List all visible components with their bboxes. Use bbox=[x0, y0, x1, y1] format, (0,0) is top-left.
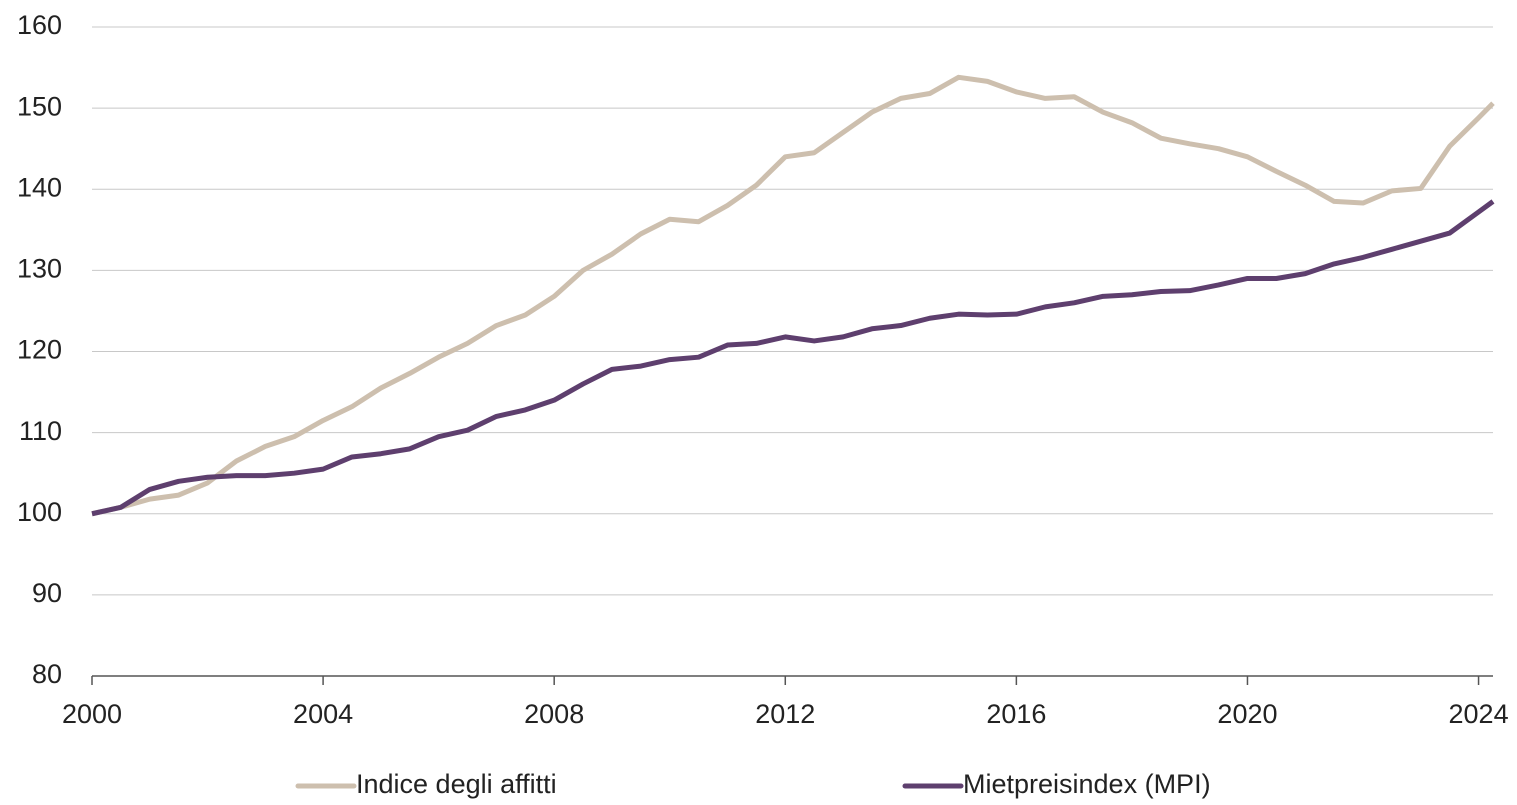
x-tick-label: 2004 bbox=[293, 699, 353, 729]
legend-label: Mietpreisindex (MPI) bbox=[963, 769, 1211, 799]
x-tick-label: 2000 bbox=[62, 699, 122, 729]
x-tick-label: 2012 bbox=[755, 699, 815, 729]
y-tick-label: 120 bbox=[17, 335, 62, 365]
x-tick-label: 2016 bbox=[986, 699, 1046, 729]
y-tick-label: 160 bbox=[17, 10, 62, 40]
x-tick-label: 2024 bbox=[1449, 699, 1509, 729]
y-tick-label: 80 bbox=[32, 659, 62, 689]
y-tick-label: 100 bbox=[17, 497, 62, 527]
y-tick-label: 90 bbox=[32, 578, 62, 608]
y-tick-label: 140 bbox=[17, 172, 62, 202]
x-tick-label: 2008 bbox=[524, 699, 584, 729]
y-tick-label: 130 bbox=[17, 254, 62, 284]
legend-label: Indice degli affitti bbox=[356, 769, 557, 799]
y-tick-label: 150 bbox=[17, 91, 62, 121]
series-line bbox=[91, 74, 1495, 517]
x-tick-label: 2020 bbox=[1217, 699, 1277, 729]
series-line bbox=[91, 199, 1495, 517]
y-tick-label: 110 bbox=[19, 416, 62, 446]
